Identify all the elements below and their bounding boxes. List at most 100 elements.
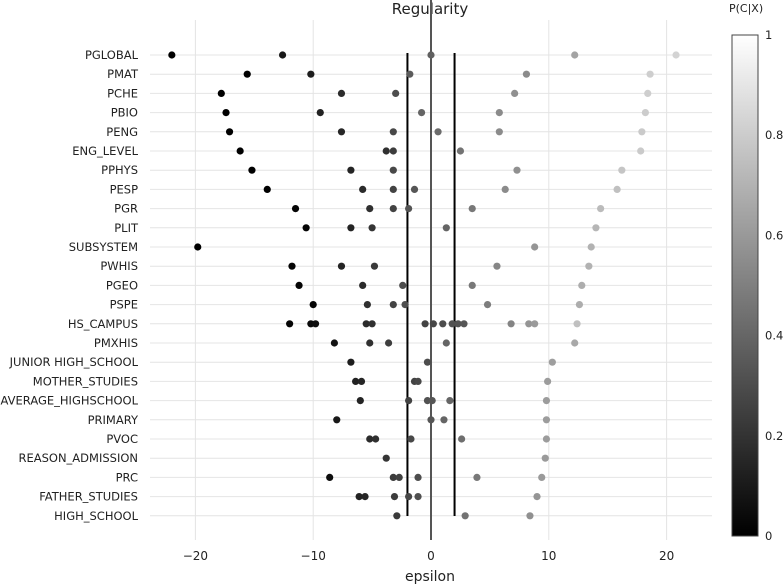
y-tick-label: FATHER_STUDIES (39, 490, 138, 504)
y-axis-labels: PGLOBAL PMAT PCHE PBIO PENG ENG_LEVEL PPHYS PES… (1, 48, 139, 523)
y-tick-label: PGLOBAL (85, 48, 139, 62)
data-point (395, 473, 403, 481)
y-tick-label: ENG_LEVEL (72, 144, 138, 158)
colorbar-tick-label: 0 (765, 529, 772, 543)
data-point (370, 262, 379, 270)
data-point (337, 262, 346, 270)
data-point (347, 358, 355, 366)
data-point (361, 493, 369, 501)
colorbar-title: P(C|X) (729, 2, 764, 15)
data-point (427, 416, 435, 424)
data-point (355, 493, 363, 501)
x-axis-ticks: −20 −10 0 10 20 (183, 549, 675, 563)
data-point (458, 435, 466, 443)
data-point (456, 147, 465, 155)
data-point (389, 473, 397, 481)
data-point (307, 70, 315, 78)
data-point (541, 454, 549, 462)
data-point (575, 301, 584, 309)
colorbar-gradient (731, 34, 759, 537)
x-tick-label: −20 (183, 549, 208, 563)
data-point (428, 397, 436, 405)
data-point (359, 185, 367, 193)
data-point (316, 109, 324, 117)
data-point (309, 301, 317, 309)
y-tick-label: AVERAGE_HIGHSCHOOL (1, 394, 139, 408)
data-point (357, 377, 366, 385)
data-point (359, 281, 367, 289)
data-point (248, 166, 256, 174)
data-point (434, 128, 442, 136)
colorbar: 0 0.2 0.4 0.6 0.8 1 (731, 28, 783, 543)
y-tick-label: PPHYS (101, 163, 138, 177)
data-point (641, 109, 649, 117)
y-tick-label: JUNIOR HIGH_SCHOOL (9, 355, 139, 369)
data-point (401, 301, 409, 309)
y-tick-label: PLIT (114, 221, 139, 235)
colorbar-tick-label: 0.8 (765, 128, 783, 142)
data-point (286, 320, 294, 328)
data-point (405, 397, 413, 405)
data-point (548, 358, 556, 366)
data-point (217, 89, 225, 97)
data-point (352, 377, 360, 385)
data-point (587, 243, 595, 251)
y-tick-label: PESP (110, 182, 139, 196)
data-point (389, 301, 397, 309)
data-point (333, 416, 341, 424)
y-tick-label: PWHIS (100, 259, 138, 273)
data-point (448, 320, 456, 328)
data-point (513, 166, 521, 174)
data-point (544, 377, 552, 385)
data-point (366, 435, 374, 443)
data-point (501, 185, 509, 193)
y-tick-label: PBIO (111, 106, 138, 120)
data-point (366, 205, 374, 213)
data-point (278, 51, 287, 59)
data-point (439, 320, 447, 328)
data-point (389, 128, 397, 136)
data-point (382, 147, 390, 155)
data-point (461, 512, 469, 520)
data-point (414, 377, 422, 385)
y-tick-label: PRC (116, 470, 138, 484)
data-point (427, 51, 435, 59)
data-point (473, 473, 481, 481)
data-point (243, 70, 251, 78)
y-tick-label: PSPE (110, 298, 138, 312)
data-point (442, 339, 450, 347)
y-tick-label: SUBSYSTEM (69, 240, 138, 254)
data-point (442, 224, 450, 232)
data-point (263, 185, 271, 193)
data-point (571, 339, 579, 347)
data-point (542, 416, 551, 424)
data-point (483, 301, 492, 309)
x-tick-label: 20 (659, 549, 674, 563)
data-point (347, 166, 355, 174)
data-point (356, 397, 364, 405)
data-point (347, 224, 355, 232)
data-point (384, 339, 393, 347)
data-point (468, 205, 476, 213)
data-point (389, 205, 397, 213)
data-point (571, 51, 579, 59)
data-point (522, 70, 531, 78)
data-points (168, 51, 680, 520)
data-point (337, 128, 346, 136)
data-point (421, 320, 429, 328)
data-point (493, 262, 501, 270)
data-point (407, 435, 415, 443)
data-point (672, 51, 680, 59)
x-axis-label: epsilon (404, 569, 455, 585)
data-point (393, 512, 401, 520)
data-point (389, 147, 397, 155)
data-point (468, 281, 476, 289)
data-point (440, 416, 448, 424)
data-point (236, 147, 244, 155)
data-point (578, 281, 586, 289)
data-point (592, 224, 600, 232)
data-point (363, 301, 371, 309)
data-point (531, 320, 539, 328)
data-point (613, 185, 621, 193)
